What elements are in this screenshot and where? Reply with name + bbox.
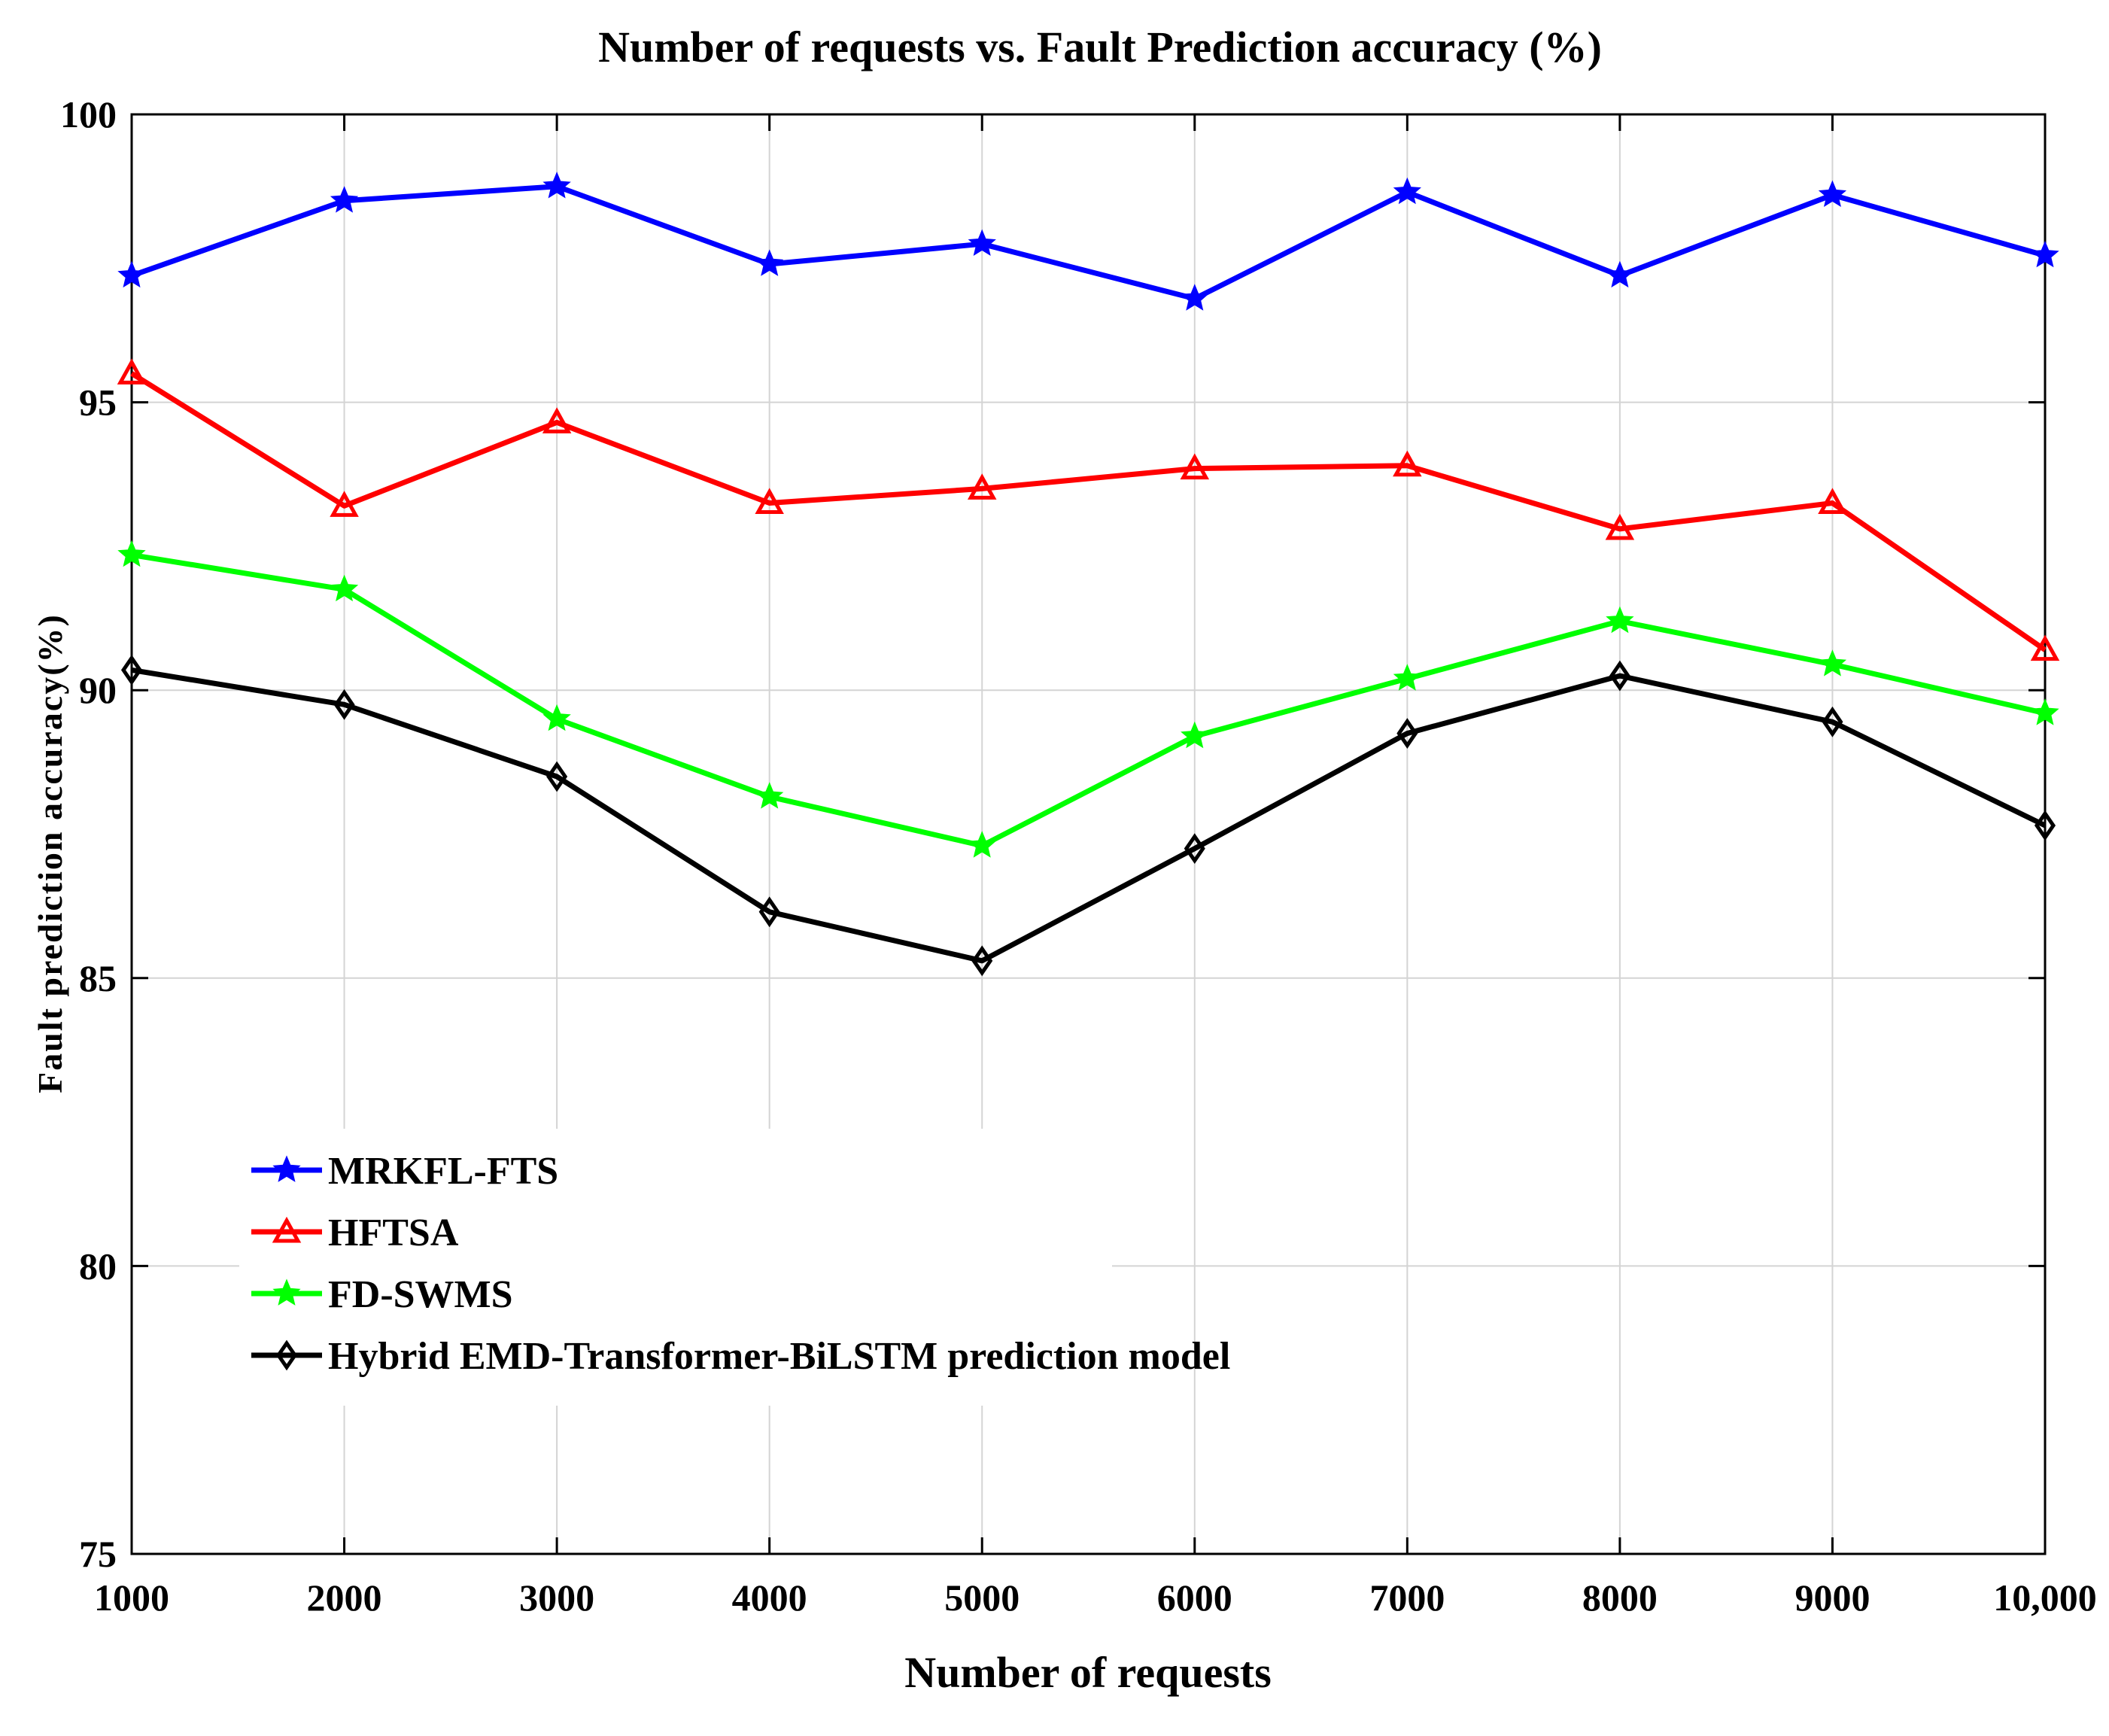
legend-label: HFTSA — [328, 1212, 459, 1254]
y-tick-label: 90 — [79, 669, 117, 711]
data-point — [120, 655, 143, 686]
y-tick-label: 80 — [79, 1245, 117, 1287]
legend-marker — [272, 1155, 301, 1182]
data-point — [542, 172, 571, 199]
y-axis-label: Fault prediction accuracy(%) — [31, 613, 69, 1093]
legend: MRKFL-FTS HFTSA FD-SWMS Hybrid EMD-Transfor… — [239, 1129, 1230, 1406]
data-point — [1818, 180, 1847, 208]
x-tick-label: 10,000 — [1993, 1576, 2097, 1619]
data-point — [117, 540, 146, 567]
data-point — [330, 574, 359, 602]
legend-entry: Hybrid EMD-Transformer-BiLSTM prediction… — [251, 1335, 1230, 1378]
chart-title: Number of requests vs. Fault Prediction … — [598, 23, 1602, 71]
x-axis-label: Number of requests — [904, 1648, 1272, 1697]
data-point — [1605, 513, 1635, 540]
data-point — [542, 407, 572, 433]
x-tick-label: 2000 — [307, 1576, 382, 1619]
series — [117, 172, 2060, 977]
legend-label: Hybrid EMD-Transformer-BiLSTM prediction… — [328, 1335, 1230, 1378]
plot-frame — [130, 113, 2047, 1555]
data-point — [1181, 284, 1209, 311]
data-point — [2031, 240, 2059, 268]
data-point — [968, 229, 996, 257]
series-line — [131, 552, 2046, 849]
x-tick-label: 3000 — [519, 1576, 594, 1619]
data-point — [755, 249, 784, 276]
x-tick-label: 7000 — [1369, 1576, 1445, 1619]
legend-entry: FD-SWMS — [251, 1273, 513, 1316]
series-line — [130, 184, 2046, 302]
series-4 — [120, 655, 2056, 977]
legend-entry: HFTSA — [251, 1212, 459, 1254]
x-tick-label: 8000 — [1582, 1576, 1658, 1619]
data-point — [1184, 833, 1205, 865]
data-point — [333, 689, 355, 720]
series-1 — [117, 172, 2059, 311]
legend-label: FD-SWMS — [328, 1273, 513, 1316]
legend-entry: MRKFL-FTS — [251, 1150, 558, 1193]
data-point — [2031, 698, 2059, 725]
x-tick-label: 4000 — [732, 1576, 807, 1619]
data-point — [1609, 660, 1630, 692]
data-point — [1393, 177, 1421, 205]
data-point — [755, 488, 784, 515]
data-point — [1818, 488, 1847, 515]
data-point — [755, 782, 784, 809]
data-point — [967, 473, 997, 500]
data-point — [1396, 718, 1418, 749]
series-line — [131, 667, 2047, 964]
y-tick-label: 75 — [79, 1533, 117, 1575]
data-point — [330, 186, 359, 213]
data-point — [546, 761, 568, 792]
legend-label: MRKFL-FTS — [328, 1150, 558, 1193]
data-point — [117, 260, 146, 288]
data-point — [2034, 810, 2056, 841]
data-point — [1822, 706, 1843, 737]
data-point — [1393, 664, 1421, 691]
y-tick-label: 85 — [79, 957, 117, 999]
data-point — [1393, 450, 1422, 477]
x-tick-label: 9000 — [1794, 1576, 1870, 1619]
data-point — [117, 358, 147, 385]
series-3 — [117, 540, 2059, 858]
series-line — [130, 371, 2047, 652]
data-point — [1180, 453, 1210, 480]
series-2 — [117, 358, 2060, 661]
y-tick-label: 100 — [60, 93, 117, 135]
legend-marker — [272, 1278, 301, 1306]
data-point — [542, 704, 571, 731]
data-point — [2030, 634, 2060, 661]
data-point — [1606, 260, 1634, 288]
data-point — [968, 831, 996, 858]
data-point — [1606, 606, 1634, 634]
data-point — [1181, 721, 1209, 749]
data-point — [758, 896, 780, 928]
data-point — [1818, 649, 1847, 676]
x-tick-label: 5000 — [944, 1576, 1020, 1619]
data-point — [330, 491, 359, 517]
legend-box — [239, 1129, 1112, 1406]
legend-marker — [275, 1339, 298, 1371]
y-tick-label: 95 — [79, 382, 117, 424]
legend-marker — [272, 1216, 302, 1243]
x-tick-label: 1000 — [94, 1576, 169, 1619]
axis-ticks: 1000 2000 3000 4000 5000 6000 7000 8000 9000 10,0… — [60, 93, 2097, 1619]
data-point — [971, 945, 993, 977]
x-tick-label: 6000 — [1157, 1576, 1232, 1619]
